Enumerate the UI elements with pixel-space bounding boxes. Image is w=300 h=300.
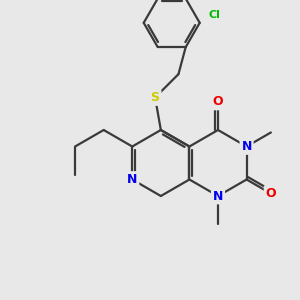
Text: N: N	[242, 140, 252, 153]
Text: O: O	[266, 187, 276, 200]
Text: O: O	[213, 95, 223, 108]
Text: S: S	[151, 91, 160, 104]
Text: N: N	[127, 173, 137, 186]
Text: Cl: Cl	[208, 10, 220, 20]
Text: N: N	[213, 190, 223, 202]
